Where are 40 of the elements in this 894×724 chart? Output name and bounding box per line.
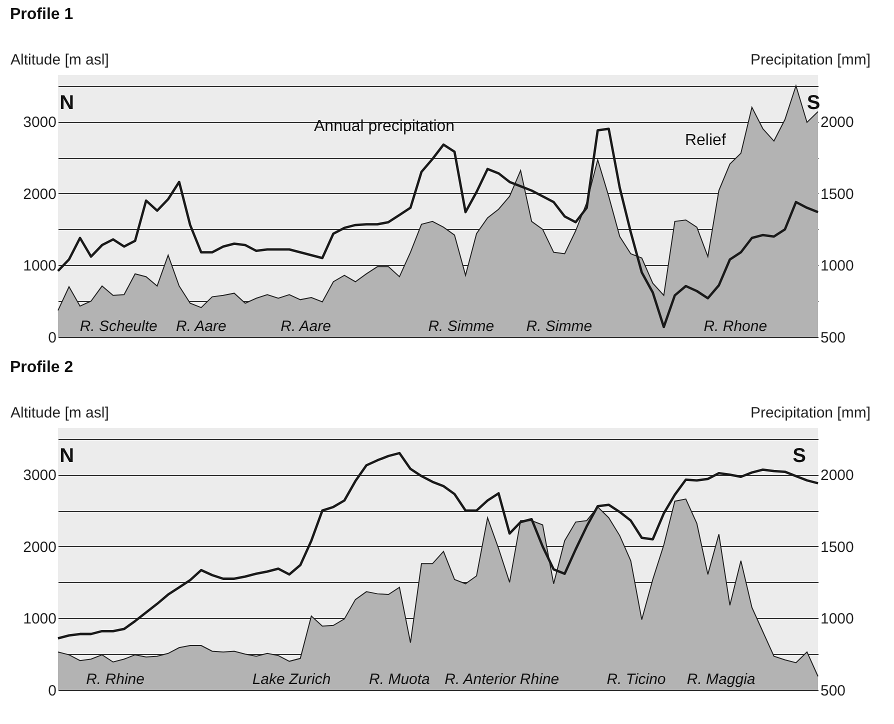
y2-tick-label: 1500	[820, 186, 854, 203]
annotation: R. Muota	[369, 671, 430, 688]
annotation: R. Rhine	[86, 671, 144, 688]
series-label: Relief	[684, 132, 726, 150]
annotation: Lake Zurich	[252, 671, 331, 688]
annotation: R. Simme	[526, 318, 592, 335]
y2-tick-label: 500	[820, 682, 846, 700]
chart-title: Profile 1	[10, 6, 74, 23]
y2-tick-label: 2000	[820, 467, 854, 484]
chart-title: Profile 2	[10, 359, 74, 376]
annotation: R. Aare	[280, 318, 331, 335]
annotation: N	[60, 445, 74, 467]
y-tick-label: 0	[48, 330, 56, 346]
y2-tick-label: 2000	[820, 114, 854, 132]
y2-tick-label: 1000	[820, 610, 854, 628]
annotation: S	[792, 445, 806, 467]
y-tick-label: 3000	[23, 467, 56, 484]
y-tick-label: 0	[48, 682, 56, 700]
y-tick-label: 2000	[23, 538, 56, 556]
annotation: N	[60, 92, 74, 114]
y2-tick-label: 1500	[820, 538, 854, 556]
annotation: R. Anterior Rhine	[444, 671, 560, 688]
y-tick-label: 1000	[23, 258, 56, 275]
y-tick-label: 3000	[23, 114, 56, 132]
y2-tick-label: 500	[820, 330, 846, 346]
annotation: R. Aare	[176, 318, 226, 335]
annotation: R. Rhone	[704, 318, 768, 335]
y2-axis-title: Precipitation [mm]	[750, 52, 870, 68]
series-label: Annual precipitation	[314, 118, 455, 136]
annotation: R. Scheulte	[80, 318, 158, 335]
y-tick-label: 2000	[23, 186, 56, 203]
annotation: R. Simme	[428, 318, 494, 335]
annotation: R. Ticino	[606, 671, 666, 688]
annotation: R. Maggia	[686, 671, 756, 688]
y2-tick-label: 1000	[820, 258, 854, 275]
y-tick-label: 1000	[23, 610, 56, 628]
y-axis-title: Altitude [m asl]	[10, 52, 109, 68]
y2-axis-title: Precipitation [mm]	[750, 404, 870, 422]
annotation: S	[806, 92, 820, 114]
y-axis-title: Altitude [m asl]	[10, 404, 109, 422]
